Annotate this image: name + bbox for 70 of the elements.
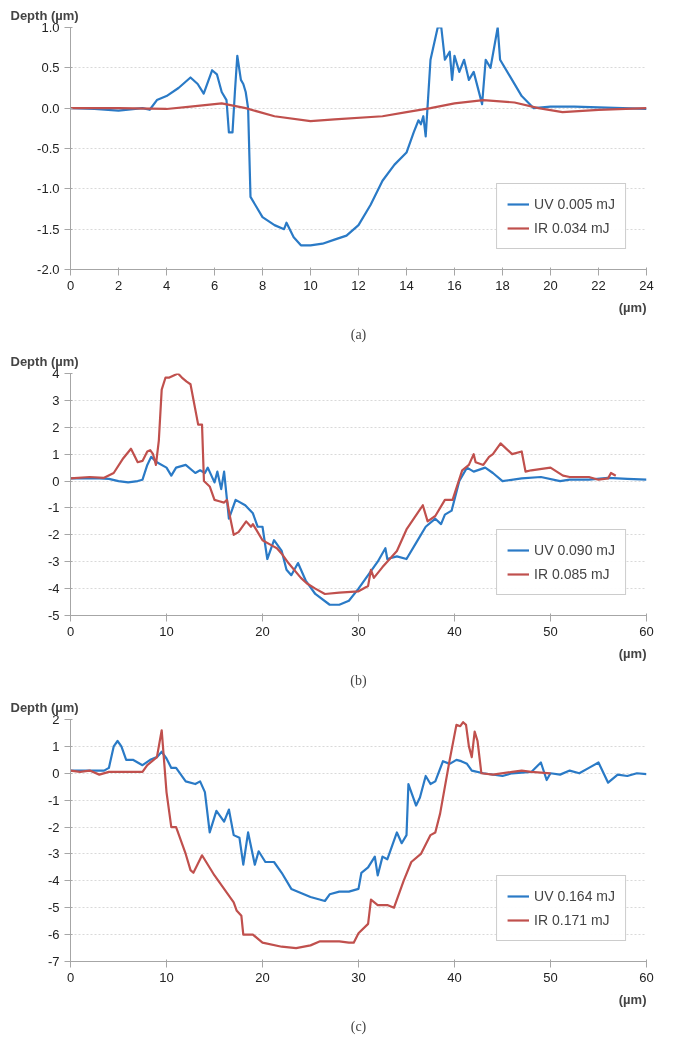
y-tick-label: 2: [52, 419, 60, 435]
x-tick-label: 10: [159, 623, 174, 639]
x-tick-label: 50: [543, 623, 558, 639]
legend-label: UV 0.090 mJ: [534, 542, 615, 558]
text: (c): [350, 1018, 367, 1035]
x-tick-label: 20: [543, 277, 558, 293]
x-axis-title: (µm): [618, 645, 647, 661]
y-tick-label: -6: [47, 927, 60, 943]
line-series: [70, 721, 552, 950]
y-tick-label: -5: [47, 608, 60, 623]
y-tick-label: 0: [52, 473, 60, 489]
y-axis-title: Depth (µm): [10, 353, 79, 369]
legend-label: UV 0.164 mJ: [534, 888, 615, 904]
text: (b): [350, 672, 367, 689]
y-tick-label: -1: [47, 792, 60, 808]
x-tick-label: 4: [162, 277, 171, 293]
y-tick-label: -7: [47, 954, 60, 969]
x-tick-label: 0: [66, 623, 75, 639]
y-tick-label: 0.5: [41, 60, 60, 76]
legend-label: UV 0.005 mJ: [534, 196, 615, 212]
y-tick-label: -1.0: [37, 181, 60, 197]
x-tick-label: 0: [66, 277, 75, 293]
x-tick-label: 14: [399, 277, 414, 293]
x-tick-label: 30: [351, 623, 366, 639]
x-tick-label: 8: [258, 277, 267, 293]
y-tick-label: -4: [47, 581, 60, 597]
x-tick-label: 16: [447, 277, 462, 293]
x-tick-label: 30: [351, 969, 366, 985]
y-tick-label: -2: [47, 527, 60, 543]
x-tick-label: 60: [639, 623, 654, 639]
y-tick-label: -5: [47, 900, 60, 916]
x-tick-label: 10: [159, 969, 174, 985]
y-tick-label: -0.5: [37, 141, 60, 156]
x-tick-label: 22: [591, 277, 606, 293]
legend-label: IR 0.034 mJ: [534, 220, 610, 236]
line-series: [70, 373, 617, 596]
line-series: [70, 99, 647, 123]
x-tick-label: 0: [66, 969, 75, 985]
y-tick-label: -2: [47, 819, 60, 835]
x-axis-title: (µm): [618, 991, 647, 1007]
x-tick-label: 60: [639, 969, 654, 985]
x-tick-label: 40: [447, 623, 462, 639]
y-tick-label: -1.5: [37, 221, 60, 237]
y-tick-label: 1: [52, 738, 60, 754]
x-tick-label: 24: [639, 277, 654, 293]
y-axis-title: Depth (µm): [10, 7, 79, 23]
y-tick-label: 0: [52, 765, 60, 781]
y-tick-label: 1: [52, 446, 60, 462]
y-tick-label: 0.0: [41, 100, 60, 116]
x-tick-label: 20: [255, 969, 270, 985]
x-tick-label: 20: [255, 623, 270, 639]
x-tick-label: 12: [351, 277, 366, 293]
x-tick-label: 2: [114, 277, 123, 293]
text: (a): [350, 326, 367, 343]
y-tick-label: -4: [47, 873, 60, 889]
x-tick-label: 40: [447, 969, 462, 985]
x-tick-label: 50: [543, 969, 558, 985]
y-tick-label: 3: [52, 392, 60, 408]
x-tick-label: 10: [303, 277, 318, 293]
y-tick-label: -3: [47, 554, 60, 570]
x-axis-title: (µm): [618, 299, 647, 315]
line-series: [70, 739, 647, 903]
y-tick-label: -2.0: [37, 262, 60, 277]
legend-label: IR 0.171 mJ: [534, 912, 610, 928]
x-tick-label: 18: [495, 277, 510, 293]
y-tick-label: -3: [47, 846, 60, 862]
legend-label: IR 0.085 mJ: [534, 566, 610, 582]
y-axis-title: Depth (µm): [10, 699, 79, 715]
y-tick-label: -1: [47, 500, 60, 516]
x-tick-label: 6: [210, 277, 219, 293]
